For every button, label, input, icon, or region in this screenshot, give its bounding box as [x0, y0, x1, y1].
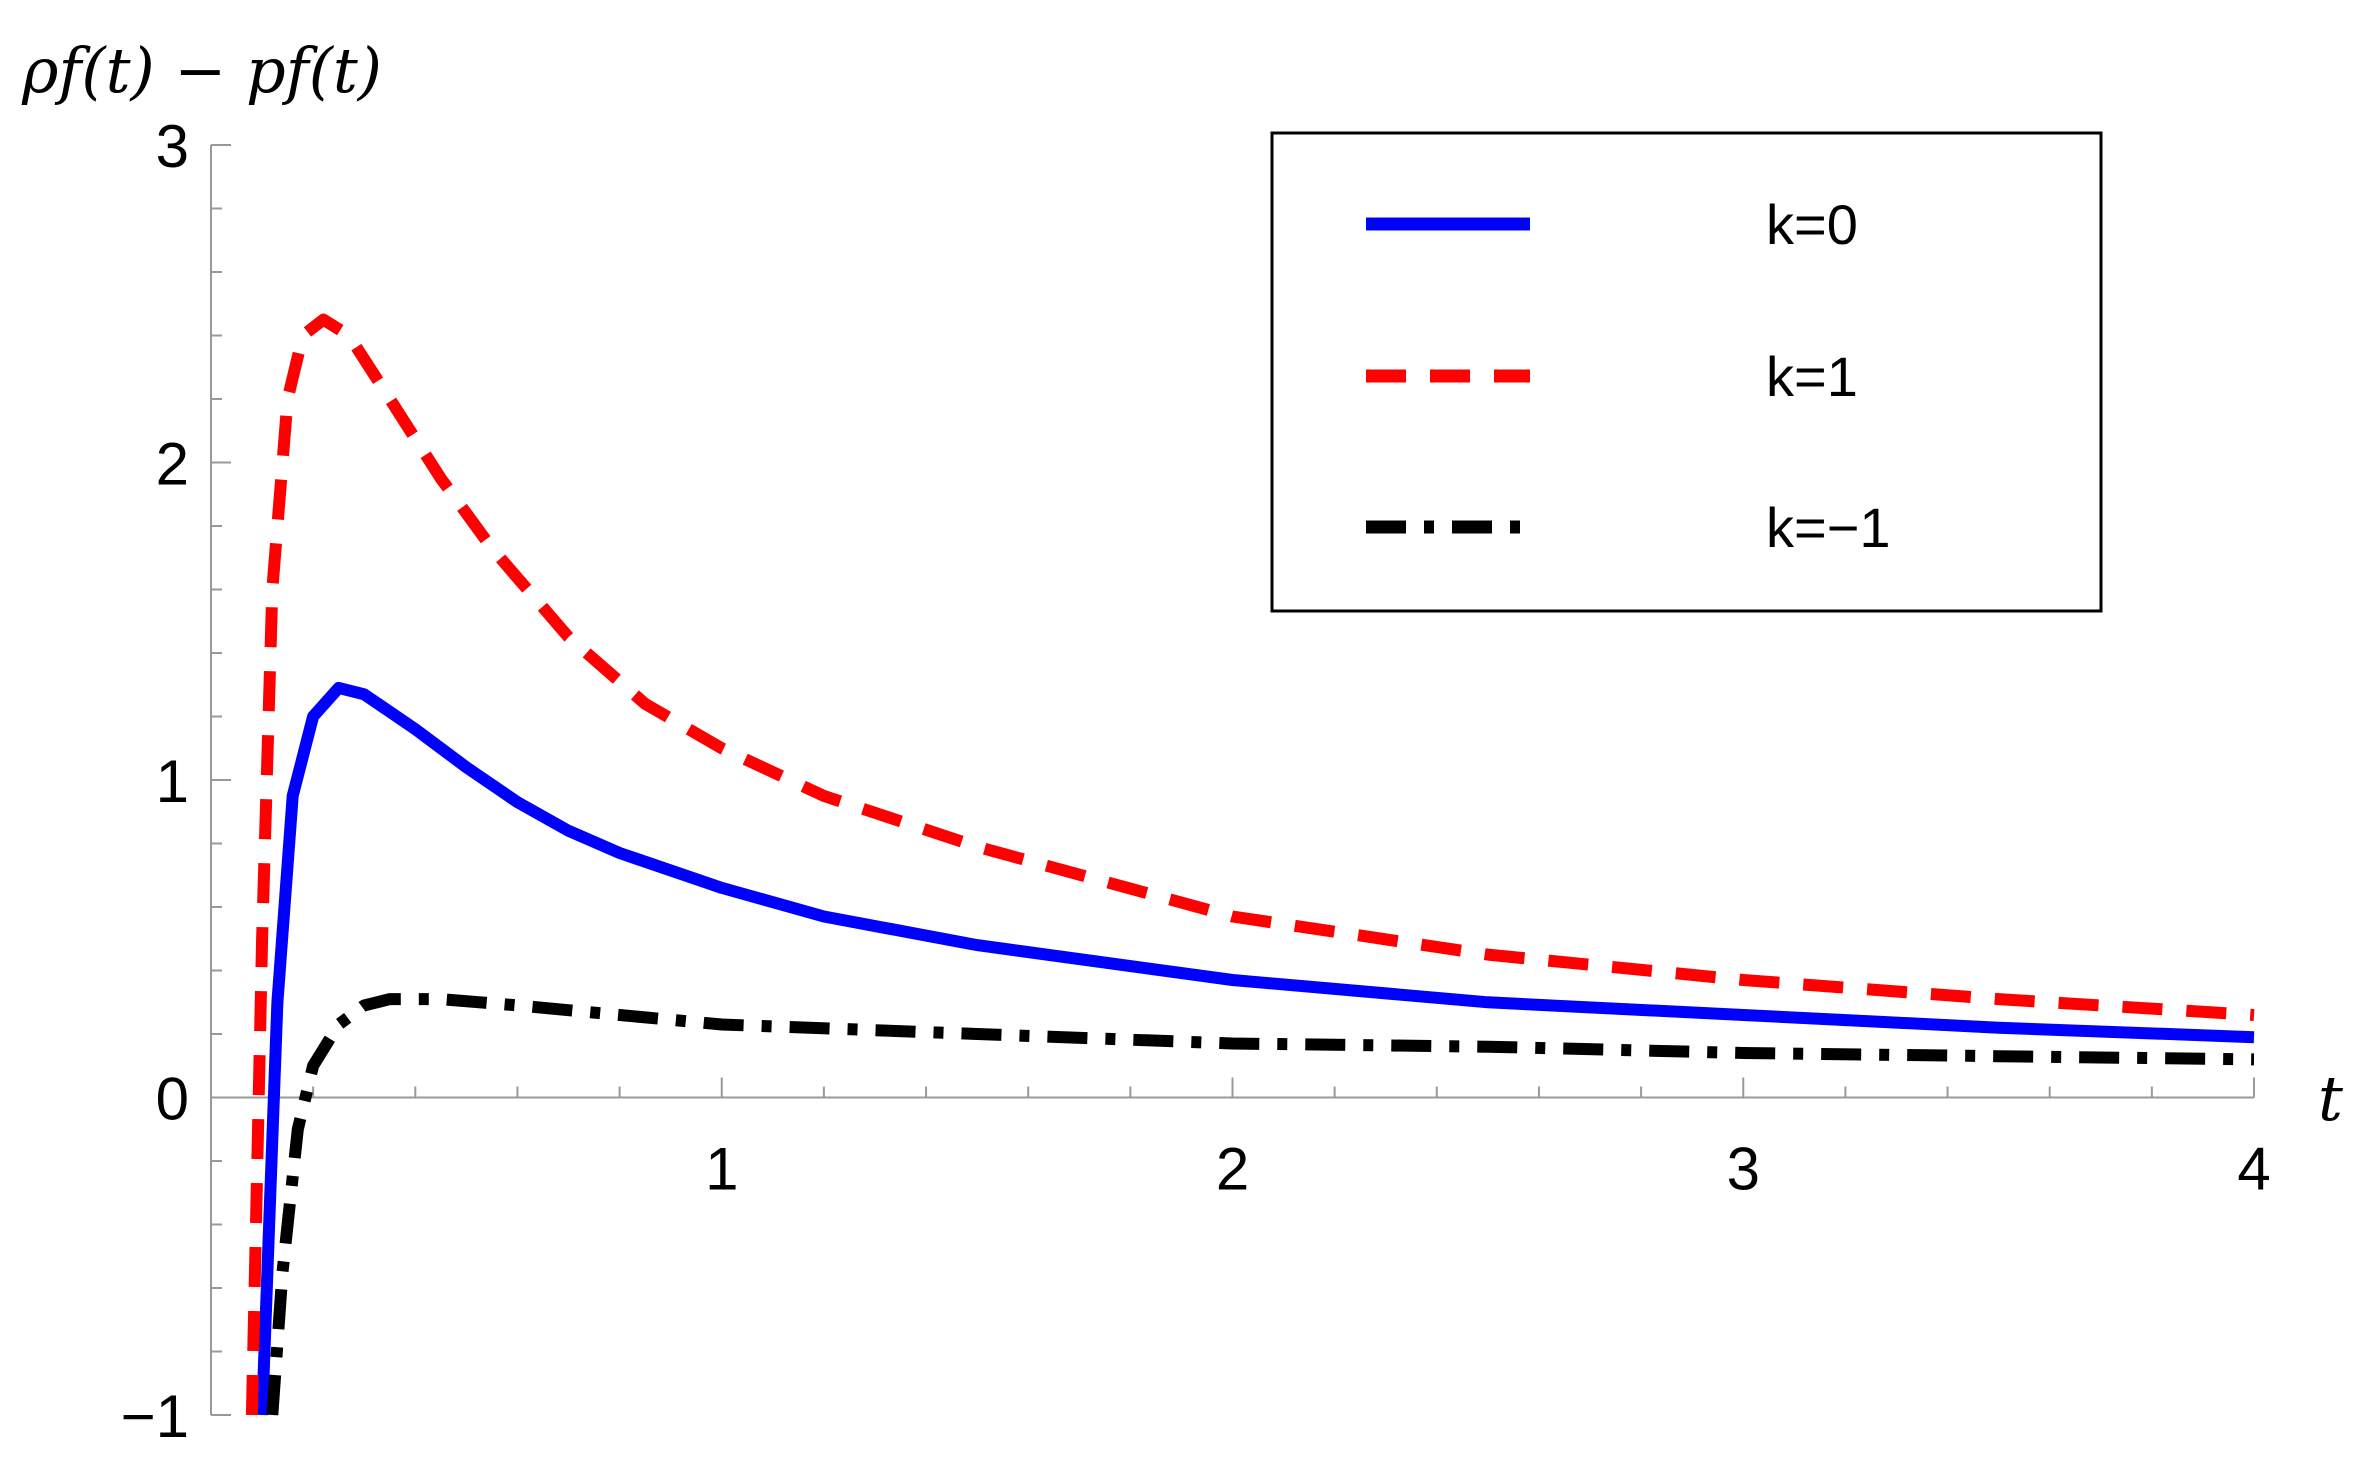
x-axis-title: t	[2318, 1062, 2343, 1135]
series-line-2	[266, 993, 2255, 1416]
legend-label-km1: k=−1	[1766, 496, 1891, 559]
x-tick-label: 2	[1216, 1136, 1249, 1203]
x-tick-label: 3	[1727, 1136, 1760, 1203]
x-tick-labels: 1 2 3 4	[705, 1136, 2271, 1203]
y-tick-label: −1	[121, 1383, 189, 1450]
y-tick-label: 2	[156, 431, 189, 498]
x-minor-ticks	[312, 1077, 2255, 1098]
y-tick-label: 1	[156, 748, 189, 815]
y-axis-title: ρf(t) − pf(t)	[21, 34, 382, 107]
plot-area	[245, 313, 2255, 1416]
y-tick-label: 3	[156, 113, 189, 180]
axes	[210, 144, 2255, 1416]
legend-box	[1270, 131, 2103, 613]
legend: k=0 k=1 k=−1	[1270, 131, 2103, 613]
series-line-1	[245, 313, 2255, 1416]
x-tick-label: 1	[705, 1136, 738, 1203]
y-minor-ticks	[211, 144, 231, 1416]
legend-label-k0: k=0	[1766, 193, 1858, 256]
legend-label-k1: k=1	[1766, 345, 1858, 408]
y-tick-label: 0	[156, 1066, 189, 1133]
y-tick-labels: −1 0 1 2 3	[121, 113, 189, 1450]
x-tick-label: 4	[2237, 1136, 2270, 1203]
series-line-0	[256, 681, 2255, 1416]
